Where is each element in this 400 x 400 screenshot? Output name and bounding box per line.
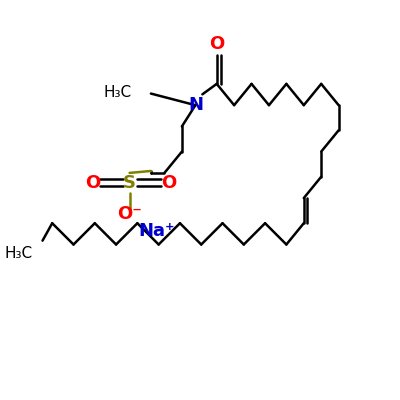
Text: H₃C: H₃C: [104, 85, 132, 100]
Text: O: O: [161, 174, 176, 192]
Text: O: O: [209, 35, 224, 53]
Text: S: S: [123, 174, 136, 192]
Text: H₃C: H₃C: [5, 246, 33, 261]
Text: N: N: [188, 96, 203, 114]
Text: Na⁺: Na⁺: [138, 222, 175, 240]
Text: O⁻: O⁻: [117, 204, 142, 222]
Text: O: O: [85, 174, 100, 192]
